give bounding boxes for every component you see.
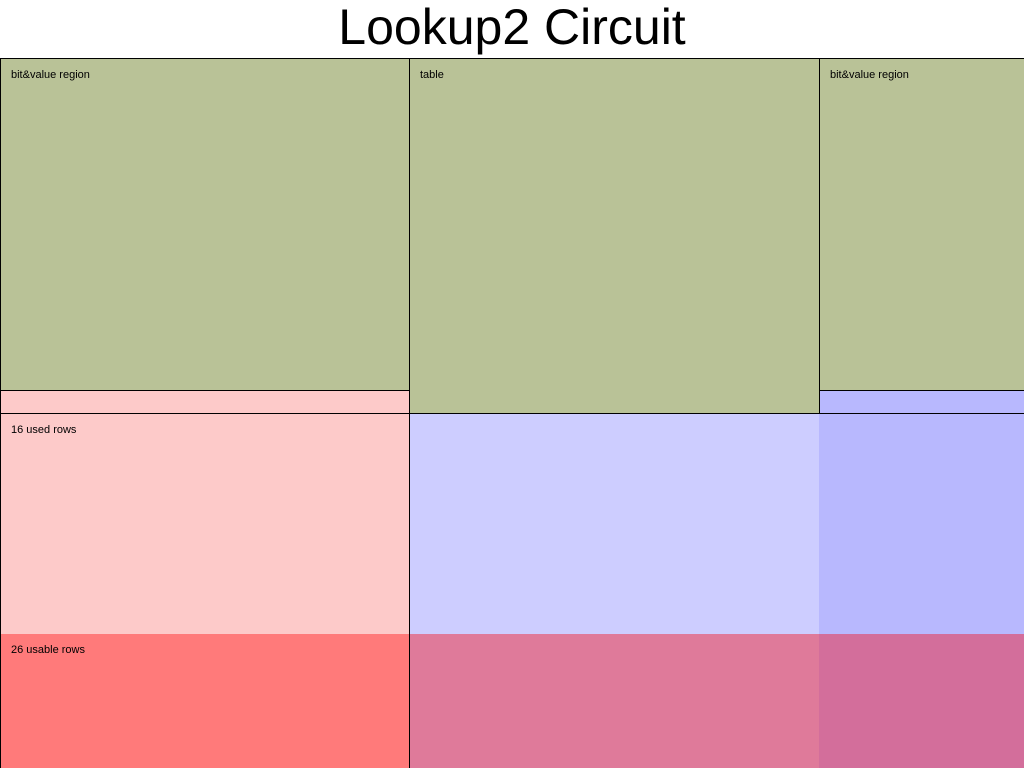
usable-rows-label: 26 usable rows: [11, 644, 85, 656]
usable-rows-region: 26 usable rows: [0, 634, 409, 768]
left-bit-value-region: bit&value region: [0, 58, 410, 391]
right-bit-value-region: bit&value region: [819, 58, 1024, 391]
left-bit-value-region-label: bit&value region: [11, 69, 90, 81]
table-region-label: table: [420, 69, 444, 81]
diagram-title: Lookup2 Circuit: [338, 0, 686, 55]
used-rows-band-left: [0, 390, 409, 634]
left-strip-outline: [0, 390, 410, 414]
right-strip-outline: [819, 390, 1024, 414]
right-bit-value-region-label: bit&value region: [830, 69, 909, 81]
used-rows-band-right: [819, 390, 1024, 634]
usable-rows-band-middle: [409, 634, 819, 768]
table-region: table: [409, 58, 820, 414]
row-divider-line: [0, 413, 1024, 414]
circuit-layout: 16 used rows 26 usable rows bit&value re…: [0, 58, 1024, 768]
usable-rows-band-left: [0, 634, 409, 768]
usable-rows-band-right: [819, 634, 1024, 768]
used-rows-label: 16 used rows: [11, 424, 77, 436]
used-rows-band-middle: [409, 413, 819, 634]
